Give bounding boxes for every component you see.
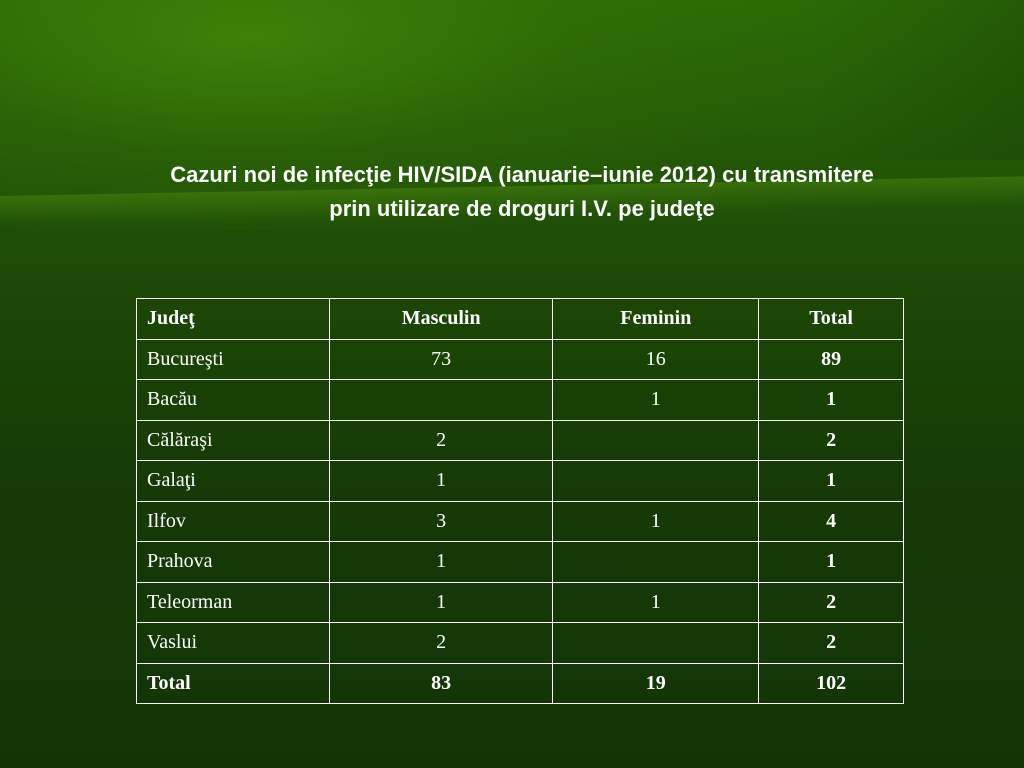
cell-total: 1 [758,541,904,583]
table-row: Ilfov 3 1 4 [136,500,904,542]
cell-masculin: 1 [328,460,554,502]
cell-judet: Ilfov [136,500,330,542]
totals-label: Total [136,662,330,704]
table-header-row: Judeţ Masculin Feminin Total [136,298,904,340]
table-row: Bacău 1 1 [136,379,904,421]
cell-total: 89 [758,338,904,380]
cell-feminin [552,460,760,502]
cell-judet: Galaţi [136,460,330,502]
cell-feminin: 16 [552,338,760,380]
table-row: Vaslui 2 2 [136,622,904,664]
totals-total: 102 [758,662,904,704]
cell-total: 4 [758,500,904,542]
cell-judet: Teleorman [136,581,330,623]
cell-total: 2 [758,581,904,623]
cell-feminin: 1 [552,379,760,421]
cell-total: 2 [758,419,904,461]
cell-judet: Călăraşi [136,419,330,461]
cell-judet: Bacău [136,379,330,421]
cell-masculin: 2 [328,419,554,461]
slide-title: Cazuri noi de infecţie HIV/SIDA (ianuari… [40,158,1004,226]
header-masculin: Masculin [328,298,554,340]
cell-masculin: 1 [328,581,554,623]
header-total: Total [758,298,904,340]
cell-judet: Bucureşti [136,338,330,380]
table-row: Bucureşti 73 16 89 [136,338,904,380]
cell-masculin: 1 [328,541,554,583]
cell-total: 2 [758,622,904,664]
cell-judet: Prahova [136,541,330,583]
cell-total: 1 [758,379,904,421]
cell-total: 1 [758,460,904,502]
cell-masculin: 2 [328,622,554,664]
table-row: Prahova 1 1 [136,541,904,583]
table-totals-row: Total 83 19 102 [136,662,904,704]
table-row: Teleorman 1 1 2 [136,581,904,623]
cell-feminin: 1 [552,500,760,542]
cell-feminin [552,419,760,461]
cell-feminin [552,541,760,583]
background-panel [810,0,1024,160]
totals-feminin: 19 [552,662,760,704]
cell-judet: Vaslui [136,622,330,664]
cell-masculin: 73 [328,338,554,380]
cases-table: Judeţ Masculin Feminin Total Bucureşti 7… [136,298,904,704]
table-row: Galaţi 1 1 [136,460,904,502]
cell-feminin: 1 [552,581,760,623]
cell-feminin [552,622,760,664]
totals-masculin: 83 [328,662,554,704]
table-row: Călăraşi 2 2 [136,419,904,461]
cell-masculin [328,379,554,421]
slide-title-line-1: Cazuri noi de infecţie HIV/SIDA (ianuari… [170,162,874,187]
header-judet: Judeţ [136,298,330,340]
cell-masculin: 3 [328,500,554,542]
slide-title-line-2: prin utilizare de droguri I.V. pe judeţe [329,196,715,221]
header-feminin: Feminin [552,298,760,340]
